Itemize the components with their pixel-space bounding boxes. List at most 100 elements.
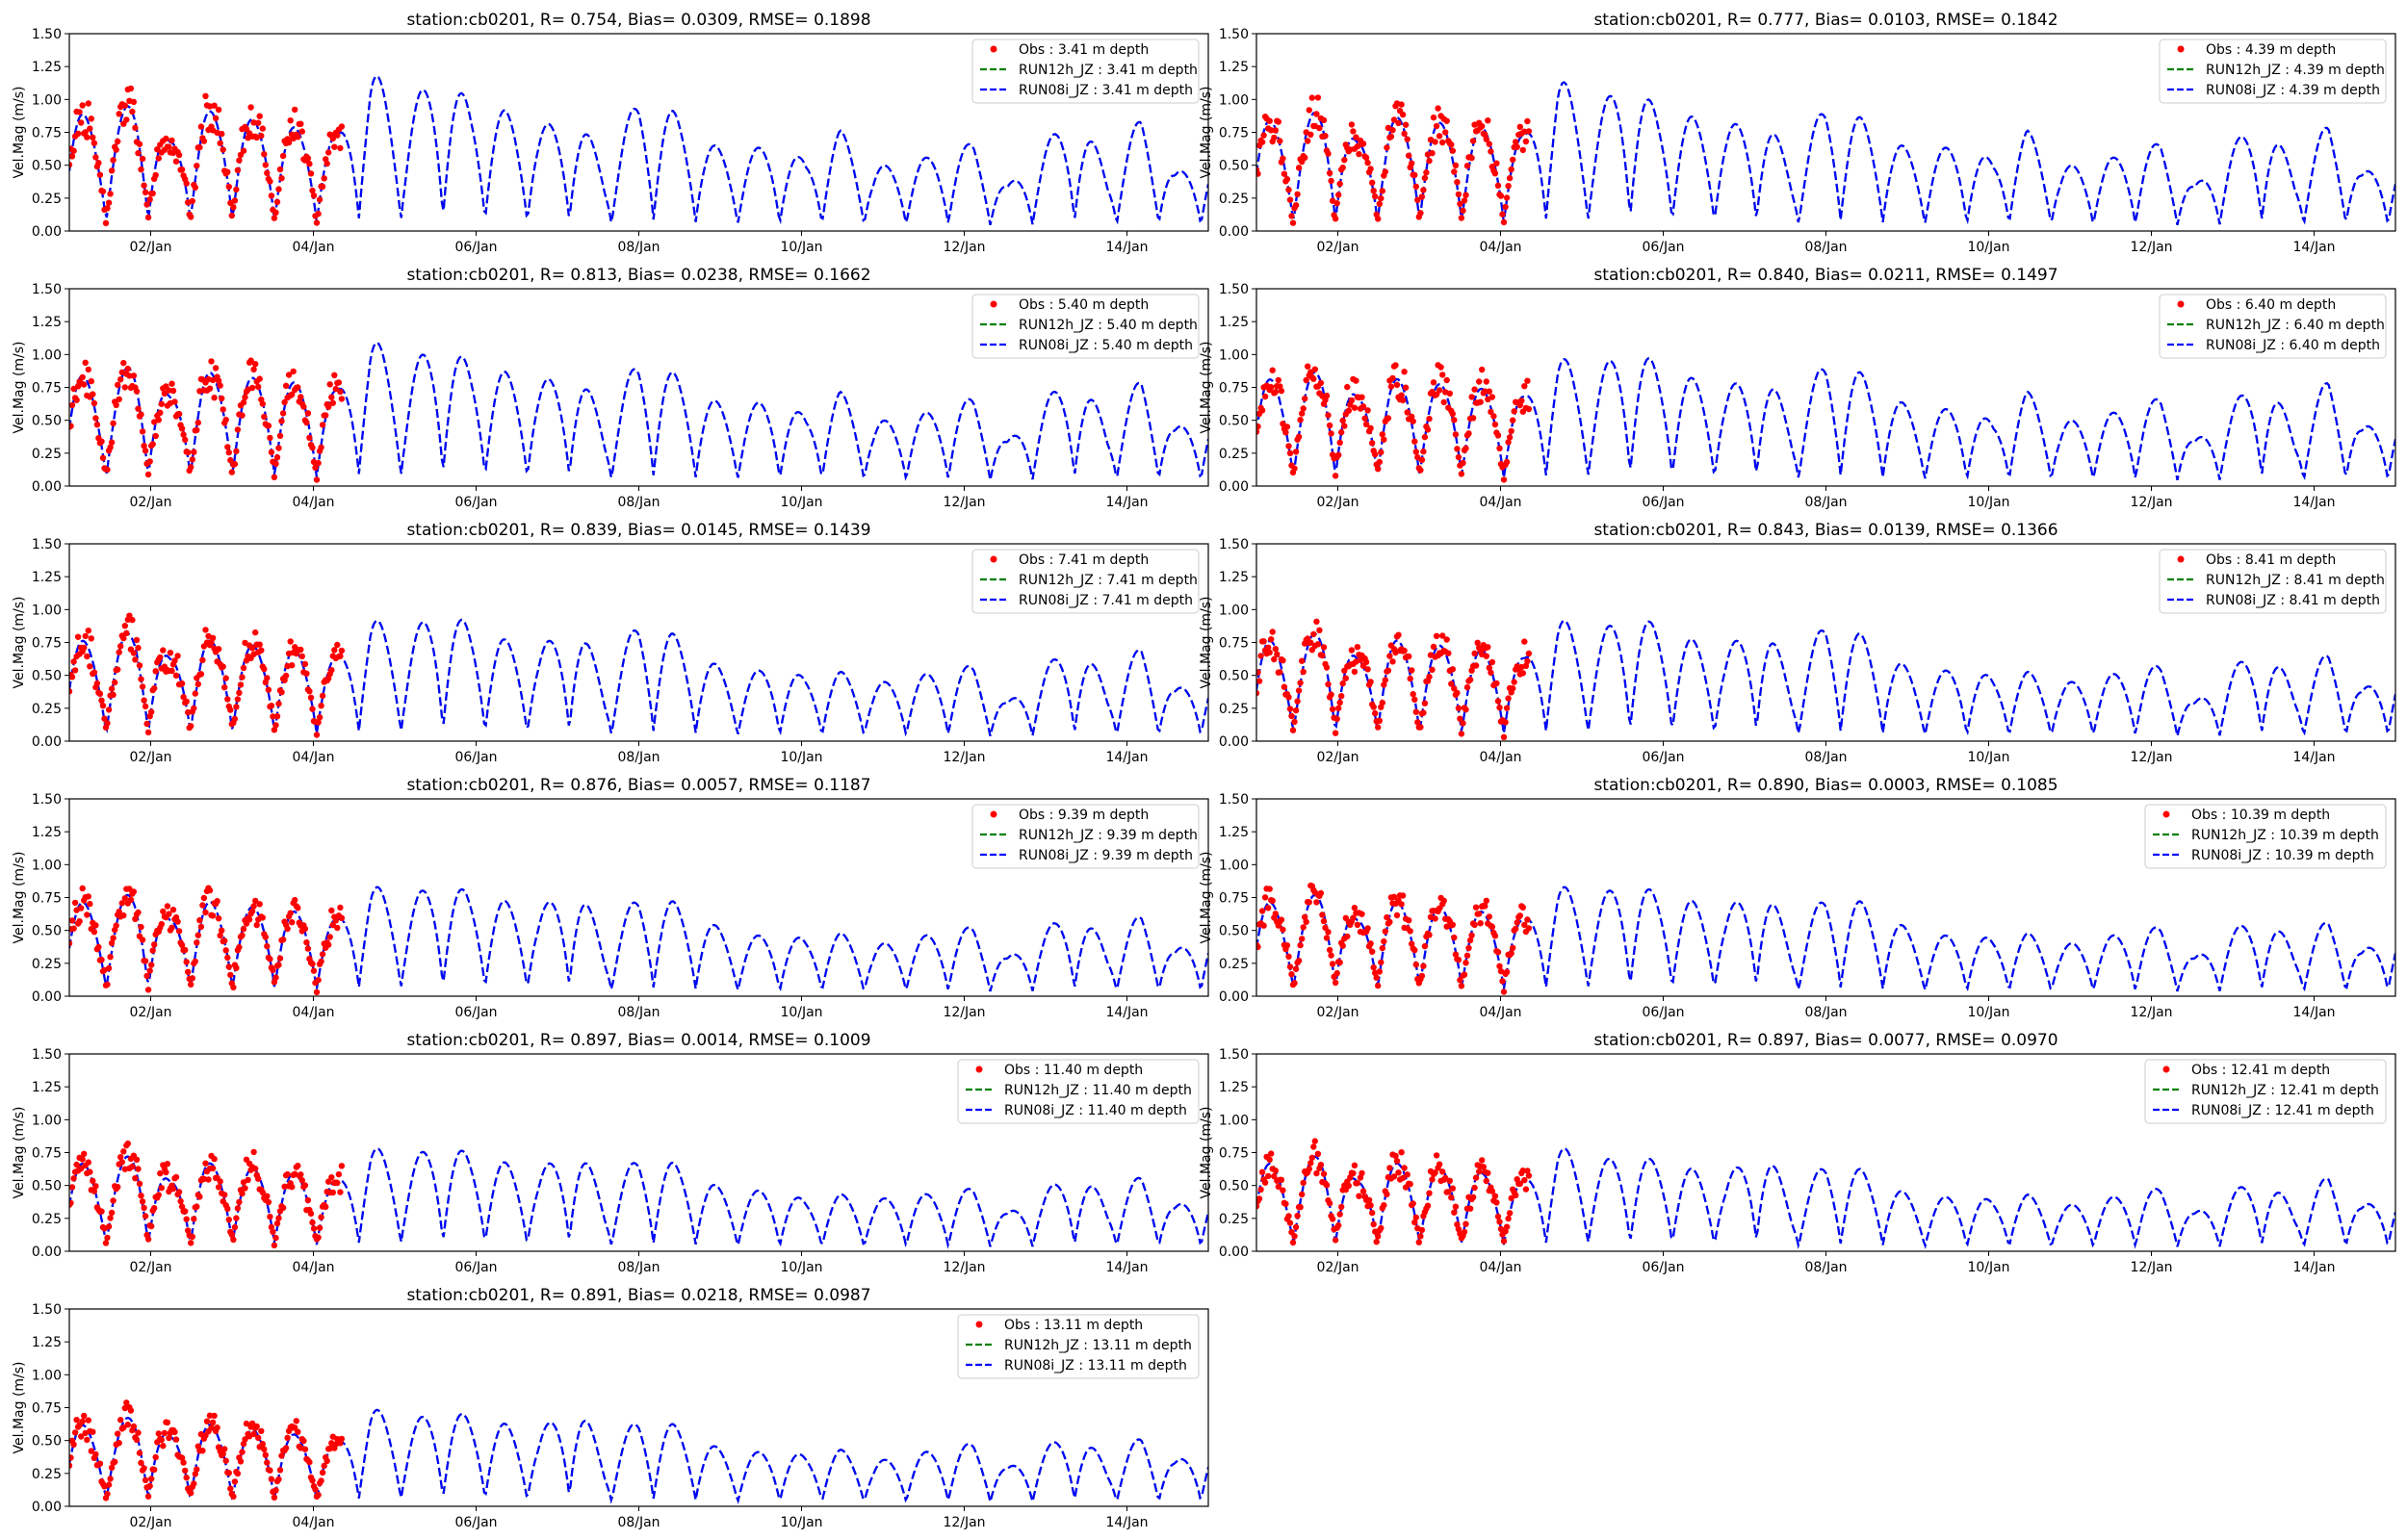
- obs-point: [1494, 182, 1502, 189]
- obs-point: [1448, 141, 1455, 148]
- obs-point: [1468, 394, 1475, 400]
- obs-point: [323, 412, 329, 419]
- obs-point: [73, 397, 80, 403]
- obs-point: [139, 1198, 146, 1205]
- obs-point: [88, 116, 95, 122]
- obs-point: [1292, 965, 1300, 972]
- obs-point: [194, 680, 201, 687]
- obs-point: [247, 357, 254, 364]
- y-tick-label: 1.25: [1219, 1080, 1249, 1095]
- obs-point: [219, 927, 225, 934]
- obs-point: [69, 917, 76, 924]
- obs-point: [268, 449, 275, 456]
- obs-point: [138, 411, 144, 418]
- obs-point: [334, 132, 341, 139]
- obs-point: [1382, 168, 1389, 175]
- obs-point: [1436, 1161, 1443, 1168]
- obs-point: [312, 1486, 319, 1493]
- obs-point: [1370, 963, 1377, 971]
- obs-point: [1412, 449, 1420, 455]
- obs-point: [1499, 978, 1506, 985]
- obs-point: [272, 209, 279, 216]
- obs-point: [1488, 658, 1496, 666]
- obs-point: [242, 394, 248, 400]
- x-tick-label: 04/Jan: [1479, 495, 1521, 510]
- subplot-5: station:cb0201, R= 0.839, Bias= 0.0145, …: [12, 521, 1209, 765]
- obs-point: [1305, 138, 1311, 144]
- obs-point: [275, 186, 282, 192]
- x-tick-label: 10/Jan: [1967, 240, 2009, 255]
- obs-point: [1494, 949, 1502, 956]
- obs-point: [1307, 1160, 1314, 1167]
- obs-point: [1449, 410, 1457, 418]
- y-tick-label: 0.25: [1219, 1212, 1249, 1227]
- obs-point: [1439, 1168, 1446, 1175]
- obs-point: [1285, 694, 1292, 701]
- x-tick-label: 02/Jan: [129, 1005, 171, 1020]
- obs-point: [120, 359, 127, 367]
- obs-point: [1289, 1239, 1297, 1246]
- obs-point: [1365, 1196, 1373, 1204]
- obs-point: [1485, 644, 1491, 651]
- obs-point: [1325, 150, 1332, 157]
- obs-point: [85, 100, 92, 107]
- obs-point: [107, 444, 114, 450]
- obs-point: [271, 1494, 278, 1502]
- obs-point: [108, 1464, 116, 1472]
- legend-label: RUN08i_JZ : 12.41 m depth: [2191, 1103, 2374, 1118]
- obs-point: [92, 922, 99, 929]
- obs-point: [143, 201, 150, 208]
- x-tick-label: 08/Jan: [617, 495, 660, 510]
- obs-point: [1385, 415, 1392, 422]
- y-tick-label: 1.00: [32, 858, 62, 873]
- obs-point: [87, 1168, 93, 1175]
- y-tick-label: 1.50: [1219, 792, 1249, 808]
- obs-point: [1411, 171, 1418, 178]
- obs-point: [135, 1166, 142, 1172]
- y-tick-label: 0.25: [32, 1212, 62, 1227]
- obs-point: [225, 1217, 232, 1223]
- obs-point: [202, 909, 209, 916]
- obs-point: [259, 1441, 266, 1448]
- obs-point: [271, 727, 278, 733]
- obs-point: [96, 1460, 104, 1467]
- obs-point: [248, 908, 256, 914]
- obs-point: [90, 1428, 96, 1435]
- obs-point: [174, 653, 181, 659]
- y-tick-label: 1.00: [1219, 1113, 1249, 1128]
- obs-point: [1338, 693, 1345, 700]
- obs-point: [1493, 160, 1500, 167]
- axes-frame: [1255, 543, 2396, 742]
- y-tick-label: 1.25: [32, 570, 62, 585]
- obs-point: [1451, 934, 1458, 941]
- obs-point: [1437, 364, 1444, 371]
- legend-label: RUN12h_JZ : 8.41 m depth: [2206, 573, 2385, 588]
- obs-point: [1443, 636, 1450, 643]
- obs-point: [115, 1184, 121, 1191]
- obs-point: [1461, 971, 1468, 978]
- obs-point: [155, 1430, 162, 1437]
- legend-label: Obs : 4.39 m depth: [2206, 42, 2336, 58]
- obs-point: [275, 1215, 282, 1221]
- obs-point: [271, 474, 278, 480]
- obs-point: [194, 426, 200, 433]
- obs-point: [81, 1412, 88, 1420]
- obs-point: [183, 1216, 190, 1222]
- obs-point: [146, 196, 153, 203]
- obs-point: [1283, 176, 1291, 183]
- legend-box: [971, 549, 1200, 614]
- run08i-series-line: [69, 1408, 1208, 1504]
- y-axis-label: Vel.Mag (m/s): [1199, 1106, 1214, 1198]
- obs-point: [107, 954, 114, 961]
- obs-point: [271, 1242, 278, 1249]
- obs-point: [98, 438, 105, 445]
- subplot-title: station:cb0201, R= 0.813, Bias= 0.0238, …: [406, 266, 870, 285]
- obs-point: [1364, 407, 1371, 414]
- obs-point: [1316, 124, 1323, 132]
- x-tick-label: 10/Jan: [780, 1260, 822, 1275]
- obs-point: [1499, 211, 1506, 218]
- obs-point: [272, 722, 279, 729]
- obs-point: [160, 647, 167, 654]
- obs-point: [1454, 179, 1461, 186]
